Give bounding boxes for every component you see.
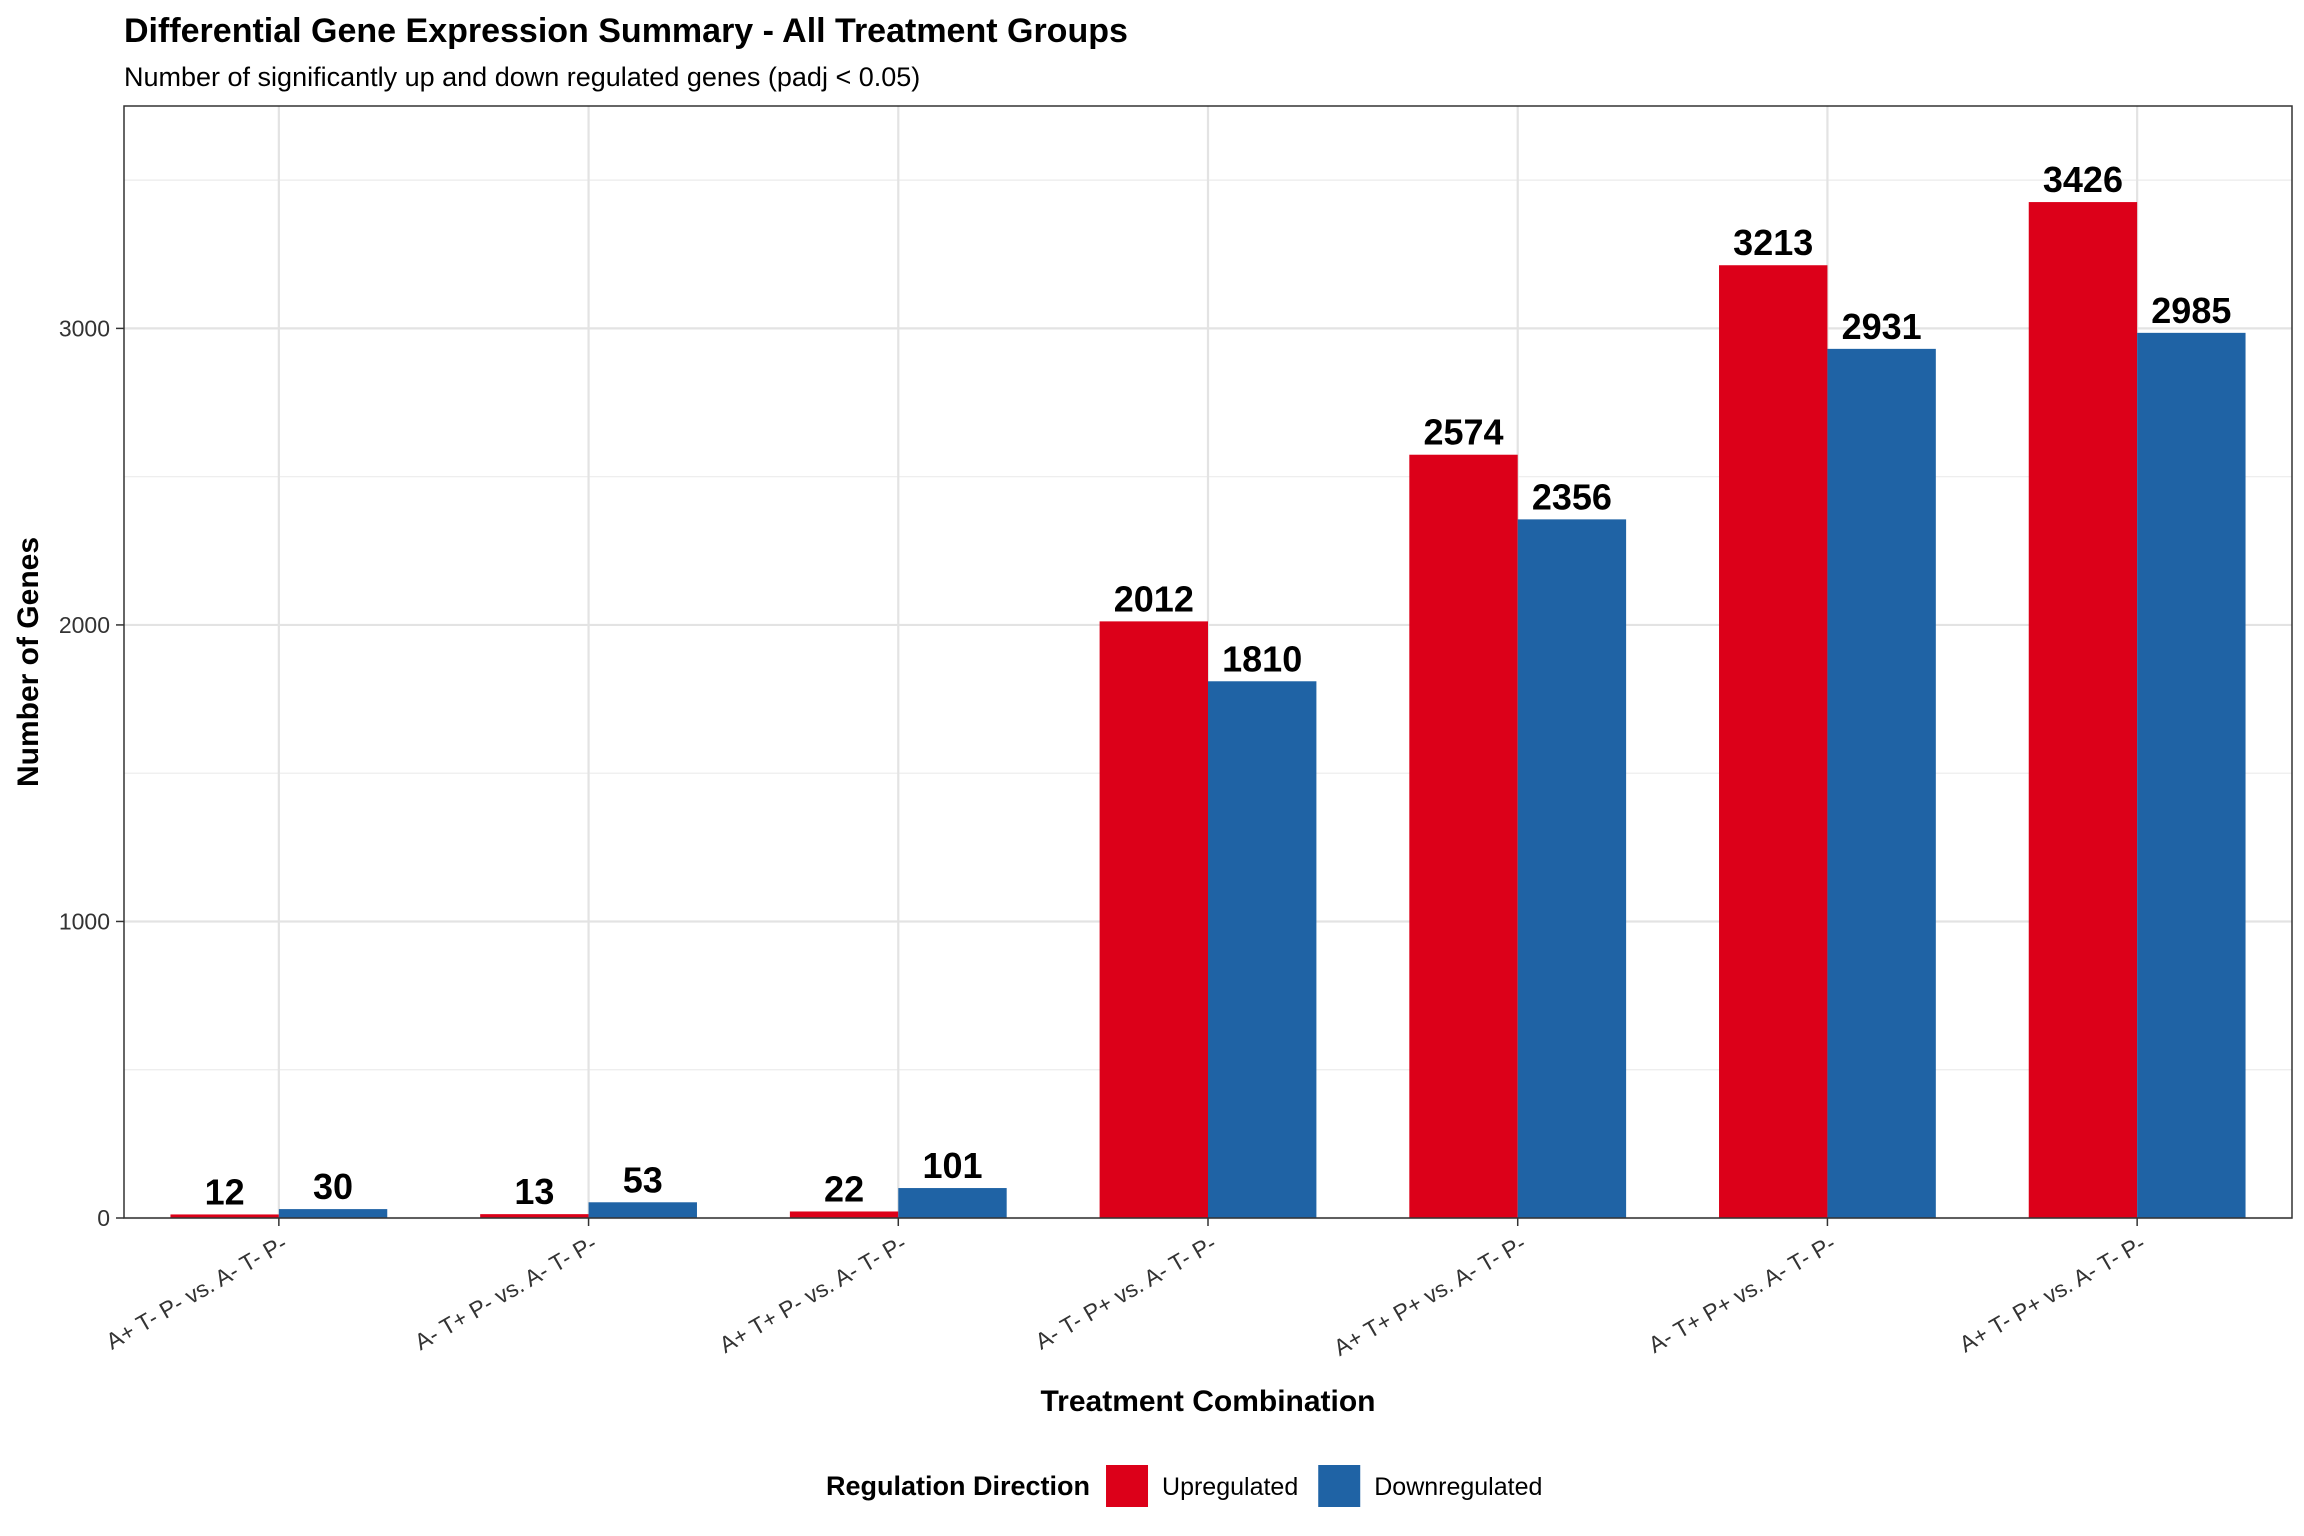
bars [170, 202, 2246, 1219]
data-label: 2356 [1532, 476, 1612, 517]
data-label: 12 [205, 1171, 245, 1212]
chart-title: Differential Gene Expression Summary - A… [124, 12, 1128, 50]
x-axis-title: Treatment Combination [1040, 1385, 1375, 1418]
bar-downregulated [278, 1209, 388, 1218]
bar-upregulated [1719, 265, 1828, 1218]
bar-upregulated [1099, 621, 1208, 1218]
data-label: 30 [313, 1166, 353, 1207]
data-label: 53 [623, 1159, 663, 1200]
x-tick-label: A- T- P+ vs. A- T- P- [1031, 1230, 1221, 1355]
data-label: 1810 [1222, 638, 1302, 679]
y-tick-label: 0 [97, 1205, 110, 1231]
x-tick-label: A+ T- P+ vs. A- T- P- [1955, 1230, 2150, 1358]
data-label: 22 [824, 1168, 864, 1209]
x-axis-ticks: A+ T- P- vs. A- T- P- A- T+ P- vs. A- T- … [101, 1218, 2150, 1361]
data-label: 3213 [1733, 222, 1813, 263]
data-label: 2574 [1423, 412, 1503, 453]
bar-downregulated [898, 1188, 1007, 1218]
y-axis-title: Number of Genes [12, 537, 45, 787]
x-tick-label: A+ T+ P- vs. A- T- P- [715, 1230, 911, 1358]
bar-upregulated [480, 1214, 589, 1218]
data-label: 101 [922, 1145, 982, 1186]
data-label: 2985 [2151, 290, 2231, 331]
data-label: 13 [514, 1171, 554, 1212]
data-labels: 12 13 22 2012 2574 3213 3426 30 53 101 1810 2356 293… [205, 159, 2232, 1212]
y-axis-ticks: 0 1000 2000 3000 [59, 315, 124, 1231]
data-label: 2012 [1114, 578, 1194, 619]
legend: Regulation Direction Upregulated Downregu… [826, 1465, 1542, 1507]
x-tick-label: A- T+ P+ vs. A- T- P- [1644, 1230, 1840, 1358]
bar-upregulated [170, 1214, 279, 1218]
bar-downregulated [1517, 519, 1627, 1218]
bar-downregulated [1208, 681, 1317, 1218]
legend-swatch-upregulated [1106, 1465, 1149, 1507]
chart-subtitle: Number of significantly up and down regu… [124, 62, 920, 92]
legend-label-upregulated: Upregulated [1162, 1473, 1298, 1501]
bar-downregulated [2137, 332, 2246, 1218]
bar-upregulated [789, 1211, 899, 1218]
legend-title: Regulation Direction [826, 1471, 1090, 1501]
bar-upregulated [1409, 454, 1518, 1218]
x-tick-label: A- T+ P- vs. A- T- P- [410, 1230, 601, 1355]
legend-swatch-downregulated [1318, 1465, 1361, 1507]
data-label: 2931 [1842, 306, 1922, 347]
bar-downregulated [1827, 348, 1936, 1218]
y-tick-label: 2000 [59, 612, 110, 638]
bar-downregulated [588, 1202, 697, 1218]
data-label: 3426 [2043, 159, 2123, 200]
y-tick-label: 1000 [59, 908, 110, 934]
bar-upregulated [2028, 202, 2138, 1219]
legend-label-downregulated: Downregulated [1374, 1473, 1542, 1501]
y-tick-label: 3000 [59, 315, 110, 341]
legend-items: Upregulated Downregulated [1106, 1465, 1542, 1507]
x-tick-label: A+ T- P- vs. A- T- P- [101, 1230, 291, 1355]
x-tick-label: A+ T+ P+ vs. A- T- P- [1329, 1230, 1530, 1361]
